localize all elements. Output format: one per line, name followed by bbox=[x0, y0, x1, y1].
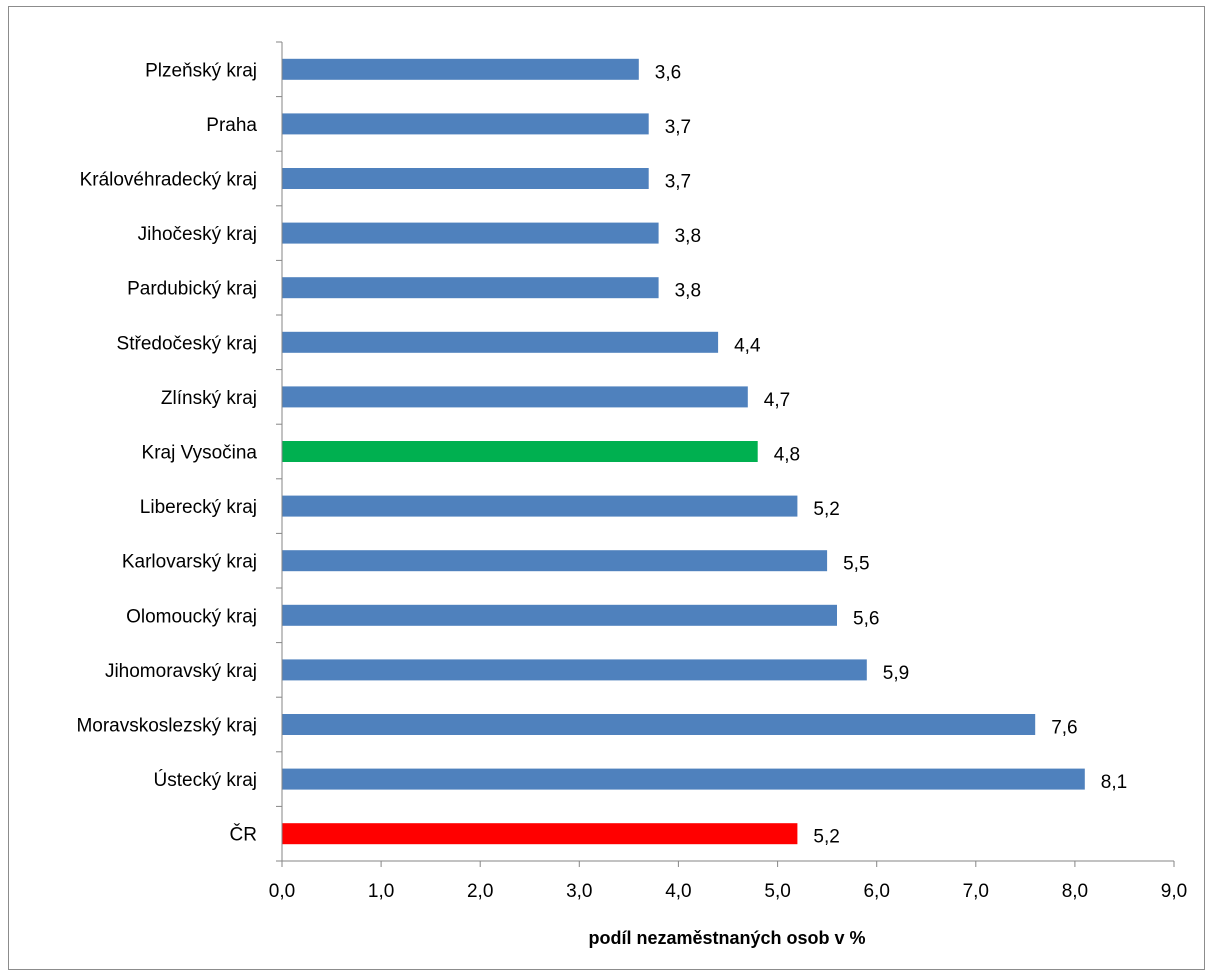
category-label: Olomoucký kraj bbox=[126, 606, 257, 627]
axis-layer bbox=[276, 41, 1175, 867]
category-label: Jihočeský kraj bbox=[138, 224, 257, 245]
data-label: 5,6 bbox=[853, 608, 879, 629]
bar bbox=[282, 113, 649, 135]
data-label: 4,7 bbox=[764, 390, 790, 411]
bar bbox=[282, 768, 1085, 790]
chart-frame bbox=[8, 6, 1205, 970]
data-label: 3,8 bbox=[675, 226, 701, 247]
bar bbox=[282, 714, 1036, 735]
x-tick-label: 1,0 bbox=[368, 881, 394, 902]
category-label: Pardubický kraj bbox=[127, 279, 257, 300]
category-label: ČR bbox=[230, 824, 257, 846]
bar bbox=[282, 441, 758, 462]
category-label: Kraj Vysočina bbox=[142, 443, 258, 464]
x-tick-label: 9,0 bbox=[1161, 881, 1187, 902]
x-tick-label: 5,0 bbox=[764, 881, 790, 902]
bar bbox=[282, 331, 719, 353]
data-label: 3,6 bbox=[655, 62, 681, 83]
x-axis-title: podíl nezaměstnaných osob v % bbox=[588, 928, 865, 948]
x-tick-label: 8,0 bbox=[1062, 881, 1088, 902]
bar bbox=[282, 58, 639, 80]
category-label: Ústecký kraj bbox=[154, 769, 257, 791]
bar bbox=[282, 495, 798, 517]
bar bbox=[282, 659, 867, 681]
data-label: 8,1 bbox=[1101, 772, 1127, 793]
x-tick-label: 6,0 bbox=[863, 881, 889, 902]
bar bbox=[282, 604, 837, 626]
data-label: 5,2 bbox=[813, 499, 839, 520]
bar bbox=[282, 222, 659, 244]
x-tick-label: 4,0 bbox=[665, 881, 691, 902]
data-label: 7,6 bbox=[1051, 718, 1077, 739]
data-label: 4,8 bbox=[774, 445, 800, 466]
data-label: 3,7 bbox=[665, 172, 691, 193]
category-label: Moravskoslezský kraj bbox=[76, 716, 257, 737]
bar bbox=[282, 550, 828, 572]
category-label: Karlovarský kraj bbox=[122, 552, 257, 573]
category-label: Liberecký kraj bbox=[140, 497, 257, 518]
category-label: Královéhradecký kraj bbox=[80, 170, 257, 191]
category-label: Praha bbox=[206, 115, 257, 136]
bar bbox=[282, 823, 798, 845]
data-label: 3,8 bbox=[675, 281, 701, 302]
bar bbox=[282, 168, 649, 189]
data-label: 4,4 bbox=[734, 335, 761, 356]
labels-layer: Plzeňský kraj 3,6 Praha 3,7 Královéhradecký … bbox=[76, 60, 1187, 902]
x-tick-label: 7,0 bbox=[963, 881, 989, 902]
bar bbox=[282, 386, 748, 408]
x-tick-label: 3,0 bbox=[566, 881, 592, 902]
data-label: 5,9 bbox=[883, 663, 909, 684]
category-label: Středočeský kraj bbox=[117, 333, 257, 354]
data-label: 5,5 bbox=[843, 554, 869, 575]
bar bbox=[282, 277, 659, 299]
data-label: 5,2 bbox=[813, 827, 839, 848]
x-tick-label: 0,0 bbox=[269, 881, 295, 902]
category-label: Plzeňský kraj bbox=[145, 60, 257, 81]
category-label: Zlínský kraj bbox=[161, 388, 257, 409]
x-tick-label: 2,0 bbox=[467, 881, 493, 902]
bars-layer bbox=[282, 58, 1085, 845]
category-label: Jihomoravský kraj bbox=[105, 661, 257, 682]
data-label: 3,7 bbox=[665, 117, 691, 138]
